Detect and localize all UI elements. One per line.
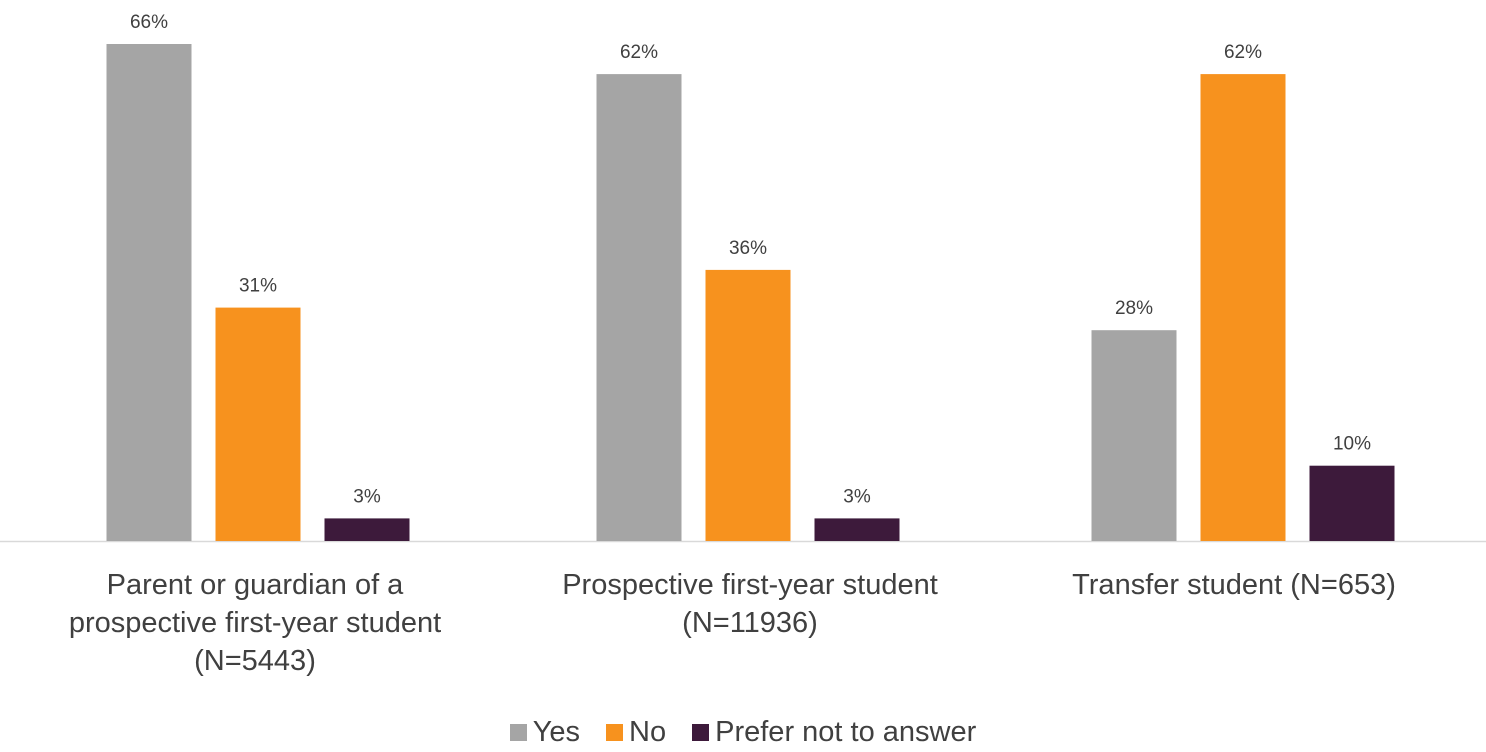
data-label-yes: 62%	[620, 42, 658, 63]
data-labels-group: 66% 31% 3% 62% 36% 3% 28% 62% 10%	[130, 12, 1371, 507]
category-label-parent: Parent or guardian of a prospective firs…	[5, 566, 505, 680]
category-label-line: Transfer student (N=653)	[1072, 569, 1396, 601]
legend-item-yes: Yes	[509, 715, 581, 749]
legend-label-yes: Yes	[532, 715, 581, 748]
data-label-yes: 66%	[130, 12, 168, 33]
legend-item-prefer-not: Prefer not to answer	[692, 716, 976, 749]
data-label-no: 36%	[729, 238, 767, 259]
bar-prefer-not	[324, 518, 410, 541]
bars-group	[106, 44, 1395, 541]
category-label-line: prospective first-year student	[68, 607, 442, 639]
bar-chart: 66% 31% 3% 62% 36% 3% 28% 62% 10%	[0, 12, 1486, 543]
legend: Yes No Prefer not to answer	[0, 712, 1486, 752]
data-label-no: 31%	[239, 276, 277, 297]
category-label-line: Parent or guardian of a	[106, 569, 404, 601]
bar-no	[215, 307, 301, 541]
bar-yes	[596, 74, 682, 541]
data-label-prefer-not: 3%	[353, 486, 381, 507]
category-label-line: Prospective first-year student	[562, 569, 938, 601]
legend-item-no: No	[606, 716, 666, 749]
category-label-line: (N=5443)	[194, 645, 316, 677]
legend-swatch-prefer-not	[692, 723, 710, 741]
data-label-prefer-not: 3%	[843, 486, 871, 507]
legend-label-prefer-not: Prefer not to answer	[715, 715, 977, 748]
bar-prefer-not	[1309, 465, 1395, 541]
bar-yes	[106, 44, 192, 541]
legend-swatch-no	[606, 723, 624, 741]
bar-yes	[1091, 330, 1177, 541]
bar-prefer-not	[814, 518, 900, 541]
legend-swatch-yes	[509, 723, 527, 741]
category-label-transfer: Transfer student (N=653)	[992, 566, 1476, 604]
category-label-prospective: Prospective first-year student (N=11936)	[500, 566, 1000, 642]
data-label-yes: 28%	[1115, 298, 1153, 319]
data-label-no: 62%	[1224, 42, 1262, 63]
bar-no	[705, 269, 791, 541]
legend-label-no: No	[629, 715, 667, 748]
bar-no	[1200, 74, 1286, 541]
data-label-prefer-not: 10%	[1333, 434, 1371, 455]
category-label-line: (N=11936)	[682, 607, 818, 639]
